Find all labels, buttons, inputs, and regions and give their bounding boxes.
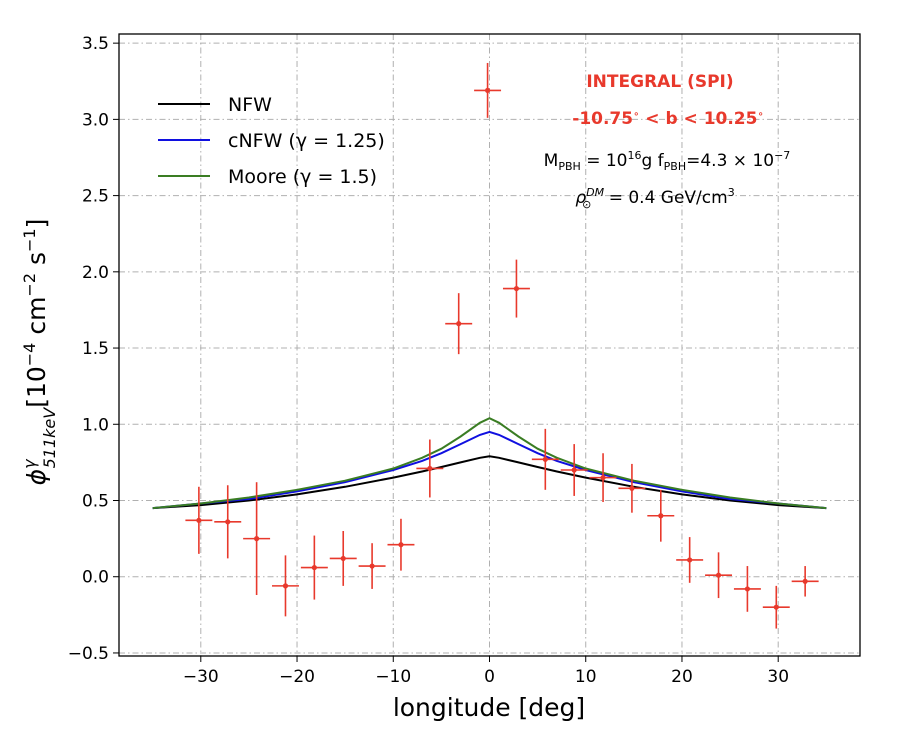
- data-points: [185, 62, 819, 629]
- y-tick-label: −0.5: [68, 644, 109, 664]
- data-marker: [600, 475, 606, 481]
- data-point: [733, 566, 761, 612]
- y-tick-label: 1.5: [82, 339, 109, 359]
- data-marker: [456, 321, 462, 327]
- x-tick-label: 10: [575, 667, 597, 687]
- data-marker: [687, 557, 693, 563]
- data-marker: [629, 485, 635, 491]
- y-tick-label: 3.5: [82, 34, 109, 54]
- data-point: [445, 293, 473, 355]
- data-point: [560, 444, 588, 496]
- data-point: [358, 543, 386, 589]
- data-marker: [802, 578, 808, 584]
- data-marker: [571, 467, 577, 473]
- data-point: [618, 463, 646, 513]
- x-tick-label: 0: [484, 667, 495, 687]
- x-tick-label: −10: [375, 667, 411, 687]
- data-marker: [773, 604, 779, 610]
- annotation-instrument: INTEGRAL (SPI): [586, 72, 733, 92]
- x-tick-label: 20: [671, 667, 693, 687]
- data-point: [387, 518, 415, 571]
- data-point: [791, 566, 819, 597]
- legend-label-cnfw: cNFW (γ = 1.25): [228, 130, 385, 152]
- data-marker: [542, 456, 548, 462]
- legend-label-nfw: NFW: [228, 94, 272, 116]
- data-point: [272, 555, 299, 617]
- data-point: [416, 439, 444, 498]
- legend-label-moore: Moore (γ = 1.5): [228, 166, 377, 188]
- x-tick-label: 30: [767, 667, 789, 687]
- annotations: INTEGRAL (SPI) -10.75∘ < b < 10.25∘ MPBH…: [544, 72, 791, 211]
- cnfw-curve: [152, 430, 827, 510]
- model-curves: [152, 417, 827, 510]
- data-marker: [398, 542, 404, 548]
- axis-ticks: −30 −20 −10 0 10 20 30 −0.5 0.0 0.5 1.0 1.5 2.0 2.5 3.…: [68, 34, 789, 687]
- nfw-curve: [152, 455, 827, 510]
- data-marker: [225, 519, 231, 525]
- data-marker: [427, 465, 433, 472]
- data-marker: [340, 555, 346, 562]
- annotation-lat-range: -10.75∘ < b < 10.25∘: [572, 109, 763, 129]
- data-marker: [484, 87, 491, 94]
- y-tick-label: 3.0: [82, 110, 109, 130]
- annotation-pbh-params: MPBH = 1016g fPBH=4.3 × 10−7: [544, 149, 791, 173]
- data-point: [589, 453, 617, 503]
- y-tick-label: 2.0: [82, 263, 109, 283]
- y-tick-label: 0.5: [82, 492, 109, 512]
- data-point: [676, 537, 704, 583]
- y-tick-label: 0.0: [82, 568, 109, 588]
- data-marker: [254, 536, 260, 542]
- legend: NFW cNFW (γ = 1.25) Moore (γ = 1.5): [158, 94, 385, 188]
- data-point: [474, 62, 502, 118]
- y-tick-label: 2.5: [82, 187, 109, 207]
- x-tick-label: −20: [279, 667, 315, 687]
- y-axis-label: ϕγ511keV[10−4 cm−2 s−1]: [20, 219, 59, 486]
- data-marker: [715, 572, 722, 578]
- data-marker: [282, 583, 289, 589]
- annotation-rho: ρDM ⊙ = 0.4 GeV/cm3: [575, 186, 734, 211]
- data-marker: [369, 563, 375, 569]
- data-point: [300, 535, 328, 600]
- data-marker: [744, 586, 751, 592]
- data-marker: [658, 513, 664, 519]
- x-tick-label: −30: [183, 667, 219, 687]
- data-marker: [311, 564, 317, 571]
- y-tick-label: 1.0: [82, 415, 109, 435]
- data-point: [705, 552, 733, 599]
- data-point: [502, 259, 530, 318]
- data-point: [243, 482, 271, 596]
- x-axis-label: longitude [deg]: [393, 693, 585, 722]
- data-point: [329, 530, 357, 586]
- data-point: [762, 585, 790, 629]
- data-point: [647, 489, 675, 542]
- data-point: [531, 428, 559, 490]
- data-marker: [196, 517, 202, 523]
- moore-curve: [152, 417, 827, 510]
- data-point: [214, 485, 242, 559]
- data-point: [185, 486, 213, 554]
- data-marker: [513, 285, 520, 292]
